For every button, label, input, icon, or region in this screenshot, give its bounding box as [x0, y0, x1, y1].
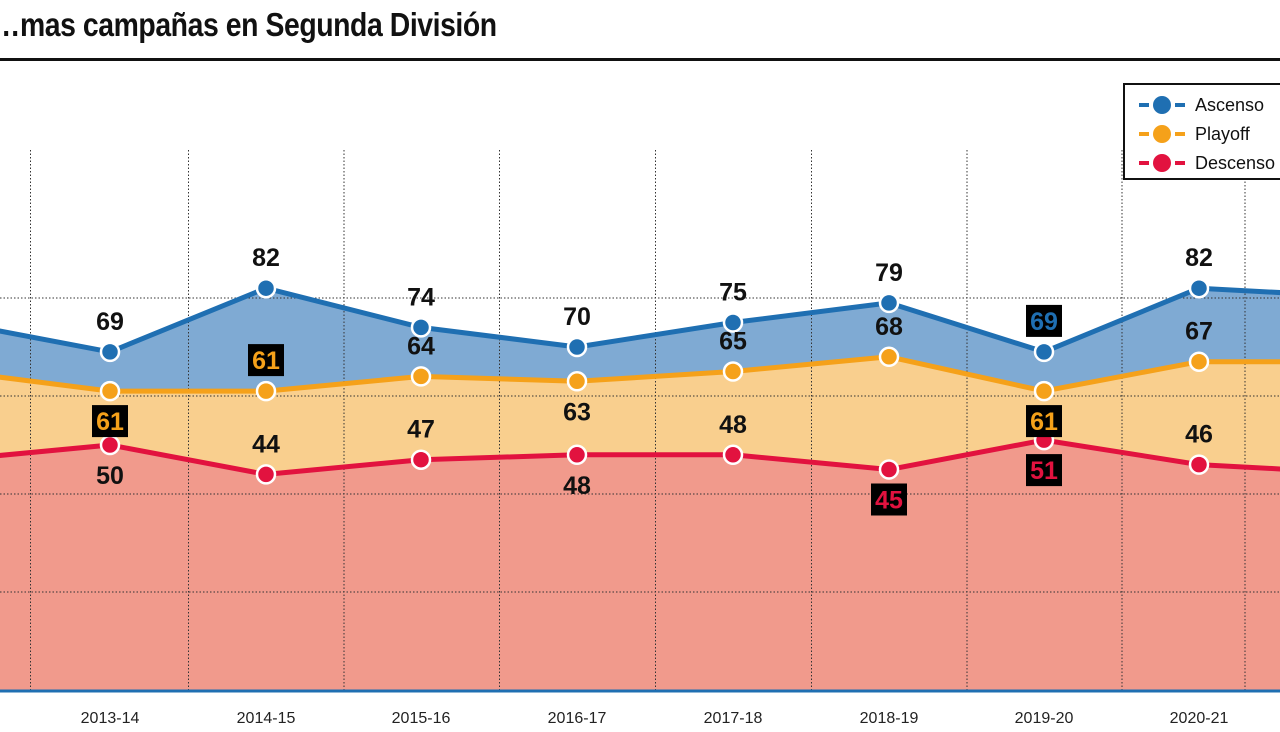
data-point-ascenso — [410, 317, 432, 338]
data-point-playoff — [1033, 380, 1055, 402]
value-label-playoff: 61 — [252, 347, 280, 375]
x-tick-label: 2020-21 — [1170, 710, 1229, 727]
data-point-playoff — [255, 380, 277, 402]
value-label-playoff: 61 — [1030, 408, 1058, 436]
value-label-ascenso: 70 — [563, 303, 591, 331]
x-tick-label: 2018-19 — [860, 710, 919, 727]
value-label-descenso: 47 — [407, 416, 435, 444]
value-label-descenso: 46 — [1185, 421, 1213, 449]
value-label-playoff: 61 — [96, 408, 124, 436]
data-point-descenso — [99, 434, 121, 456]
data-point-descenso — [1188, 454, 1210, 475]
data-point-ascenso — [1033, 341, 1055, 363]
value-label-ascenso: 69 — [96, 308, 124, 336]
value-label-playoff: 63 — [563, 398, 591, 426]
data-point-descenso — [255, 464, 277, 485]
value-label-box-ascenso — [1026, 304, 1062, 337]
legend-marker-ascenso — [1139, 95, 1185, 115]
value-label-box-playoff — [248, 344, 284, 377]
value-label-playoff: 65 — [719, 328, 747, 356]
value-label-descenso: 44 — [252, 430, 280, 458]
legend-item-playoff[interactable]: Playoff — [1139, 121, 1250, 147]
value-label-box-playoff — [92, 405, 128, 438]
x-tick-label: 2017-18 — [704, 710, 763, 727]
legend-marker-playoff — [1139, 124, 1185, 144]
legend: Ascenso Playoff Descenso — [1123, 83, 1280, 180]
x-tick-label: 2016-17 — [548, 710, 607, 727]
data-point-playoff — [99, 380, 121, 402]
legend-item-ascenso[interactable]: Ascenso — [1139, 92, 1264, 118]
value-label-ascenso: 69 — [1030, 308, 1058, 336]
data-point-ascenso — [878, 292, 900, 314]
value-label-box-playoff — [1026, 405, 1062, 438]
value-label-ascenso: 79 — [875, 259, 903, 287]
value-label-box-descenso — [1026, 454, 1062, 487]
legend-label-ascenso: Ascenso — [1195, 94, 1265, 115]
value-label-playoff: 64 — [407, 332, 435, 360]
data-point-descenso — [878, 459, 900, 480]
value-label-ascenso: 75 — [719, 279, 747, 307]
x-tick-label: 2013-14 — [81, 710, 140, 727]
data-point-descenso — [410, 449, 432, 470]
legend-label-playoff: Playoff — [1195, 123, 1250, 144]
value-label-descenso: 48 — [563, 472, 591, 500]
legend-item-descenso[interactable]: Descenso — [1139, 150, 1275, 176]
value-label-descenso: 51 — [1030, 457, 1058, 485]
data-point-ascenso — [722, 312, 744, 333]
value-label-box-descenso — [871, 483, 907, 516]
data-point-ascenso — [99, 341, 121, 363]
series-line-descenso — [0, 437, 1280, 477]
data-point-ascenso — [255, 277, 277, 299]
data-point-playoff — [410, 366, 432, 387]
data-point-playoff — [1188, 351, 1210, 372]
legend-label-descenso: Descenso — [1195, 152, 1276, 173]
data-point-ascenso — [1188, 277, 1210, 299]
value-label-playoff: 68 — [875, 313, 903, 341]
area-ascenso — [0, 288, 1280, 392]
data-point-descenso — [566, 444, 588, 466]
value-label-playoff: 67 — [1185, 318, 1213, 346]
value-label-ascenso: 74 — [407, 283, 435, 311]
area-descenso — [0, 440, 1280, 690]
series-line-playoff — [0, 354, 1280, 394]
data-point-ascenso — [566, 336, 588, 358]
legend-marker-descenso — [1139, 153, 1185, 173]
chart-title: …mas campañas en Segunda División — [0, 6, 497, 43]
x-tick-label: 2019-20 — [1015, 710, 1074, 727]
series-line-ascenso — [0, 285, 1280, 355]
value-label-ascenso: 82 — [1185, 244, 1213, 272]
data-point-descenso — [722, 444, 744, 466]
value-label-descenso: 50 — [96, 462, 124, 490]
x-tick-label: 2015-16 — [392, 710, 451, 727]
data-point-playoff — [878, 346, 900, 368]
data-point-playoff — [722, 361, 744, 382]
value-label-descenso: 45 — [875, 487, 903, 515]
title-rule — [0, 58, 1280, 61]
value-label-descenso: 48 — [719, 411, 747, 439]
x-tick-label: 2014-15 — [237, 710, 296, 727]
value-label-ascenso: 82 — [252, 244, 280, 272]
data-point-playoff — [566, 371, 588, 392]
